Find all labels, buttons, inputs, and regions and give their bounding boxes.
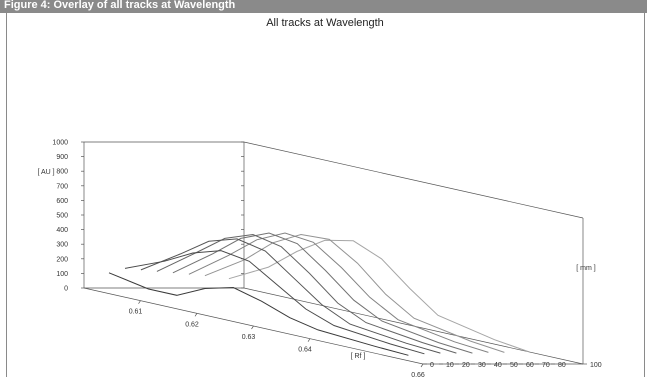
y-tick-label: 200 (56, 256, 68, 263)
top-back-edge (243, 141, 584, 219)
z-tick-label: 80 (558, 362, 566, 369)
x-axis-label: [ Rf ] (351, 353, 366, 360)
z-axis-label: [ mm ] (576, 265, 595, 272)
series-curve (140, 238, 441, 354)
tick-labels: 010020030040050060070080090010000.610.62… (52, 140, 601, 377)
x-tick-mark (251, 325, 254, 330)
chart-title: All tracks at Wavelength (266, 17, 384, 29)
z-tick-label: 20 (462, 362, 470, 369)
y-tick-label: 300 (56, 242, 68, 249)
x-tick-label: 0.66 (411, 372, 425, 377)
x-tick-mark (138, 300, 141, 304)
series-curve (204, 233, 505, 353)
series-curve (188, 232, 489, 353)
axes (81, 141, 587, 368)
series-curve (108, 272, 409, 356)
x-tick-mark (420, 363, 424, 368)
y-tick-label: 600 (56, 198, 68, 205)
y-tick-label: 700 (56, 183, 68, 190)
x-tick-mark (194, 313, 198, 317)
z-tick-label: 40 (494, 362, 502, 369)
figure-header-bar: Figure 4: Overlay of all tracks at Wavel… (0, 0, 647, 13)
y-tick-label: 800 (56, 169, 68, 176)
series-curves (108, 232, 529, 356)
series-curve (228, 239, 529, 353)
y-tick-label: 500 (56, 213, 68, 220)
y-tick-label: 100 (56, 271, 68, 278)
z-tick-label: 10 (446, 362, 454, 369)
z-tick-label: 0 (430, 362, 434, 369)
x-tick-label: 0.62 (185, 321, 199, 328)
x-tick-mark (307, 338, 311, 342)
series-curve (124, 250, 425, 355)
z-tick-label: 70 (542, 362, 550, 369)
y-axis-label: [ AU ] (37, 169, 54, 176)
series-curve (156, 233, 457, 354)
series-curve (172, 232, 473, 354)
x-tick-label: 0.61 (129, 309, 143, 316)
z-tick-label: 100 (590, 362, 602, 369)
y-tick-label: 1000 (52, 140, 68, 147)
y-tick-label: 400 (56, 227, 68, 234)
z-tick-label: 50 (510, 362, 518, 369)
figure-header-text: Figure 4: Overlay of all tracks at Wavel… (4, 0, 236, 11)
y-tick-label: 900 (56, 154, 68, 161)
z-tick-label: 60 (526, 362, 534, 369)
x-tick-label: 0.64 (298, 347, 312, 354)
chart-panel (6, 13, 645, 377)
y-tick-label: 0 (64, 286, 68, 293)
z-tick-label: 30 (478, 362, 486, 369)
x-tick-label: 0.63 (242, 334, 256, 341)
